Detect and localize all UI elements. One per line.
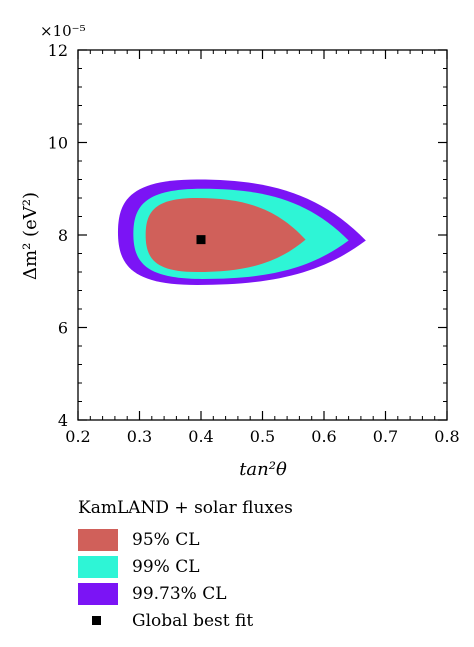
x-tick-label: 0.8 [434, 427, 459, 446]
x-tick-label: 0.2 [65, 427, 90, 446]
legend-item-99: 99% CL [78, 553, 458, 580]
contour-chart: 0.2 0.3 0.4 0.5 0.6 0.7 0.8 4 6 8 10 12 ×10⁻⁵ tan²… [20, 22, 460, 480]
y-tick-label: 12 [48, 41, 68, 60]
y-tick-label: 6 [58, 319, 68, 338]
legend-item-95: 95% CL [78, 526, 458, 553]
legend-marker-wrap [78, 610, 118, 632]
legend-swatch-95 [78, 528, 118, 551]
legend-item-best-fit: Global best fit [78, 607, 458, 634]
y-multiplier: ×10⁻⁵ [40, 22, 86, 40]
best-fit-marker [196, 235, 206, 245]
x-tick-label: 0.3 [127, 427, 152, 446]
legend-item-9973: 99.73% CL [78, 580, 458, 607]
y-tick-label: 8 [58, 226, 68, 245]
x-axis-label: tan²θ [239, 459, 287, 480]
best-fit-group [196, 235, 206, 245]
legend-label-9973: 99.73% CL [132, 583, 227, 604]
legend-label-95: 95% CL [132, 529, 200, 550]
cl-region-2 [145, 198, 306, 272]
x-tick-label: 0.5 [250, 427, 275, 446]
x-tick-label: 0.4 [188, 427, 213, 446]
cl-regions [117, 179, 366, 285]
x-ticks: 0.2 0.3 0.4 0.5 0.6 0.7 0.8 [65, 50, 460, 446]
legend-title: KamLAND + solar fluxes [78, 498, 293, 518]
legend-label-99: 99% CL [132, 556, 200, 577]
legend: KamLAND + solar fluxes 95% CL 99% CL 99.… [78, 496, 458, 634]
legend-label-best-fit: Global best fit [132, 610, 254, 631]
y-axis-label: Δm² (eV²) [20, 192, 41, 280]
x-tick-label: 0.6 [311, 427, 336, 446]
best-fit-marker-icon [92, 616, 101, 625]
y-tick-label: 10 [48, 134, 68, 153]
y-ticks: 4 6 8 10 12 [48, 41, 447, 430]
x-tick-label: 0.7 [373, 427, 398, 446]
legend-swatch-99 [78, 555, 118, 578]
legend-swatch-9973 [78, 582, 118, 605]
y-tick-label: 4 [58, 411, 68, 430]
